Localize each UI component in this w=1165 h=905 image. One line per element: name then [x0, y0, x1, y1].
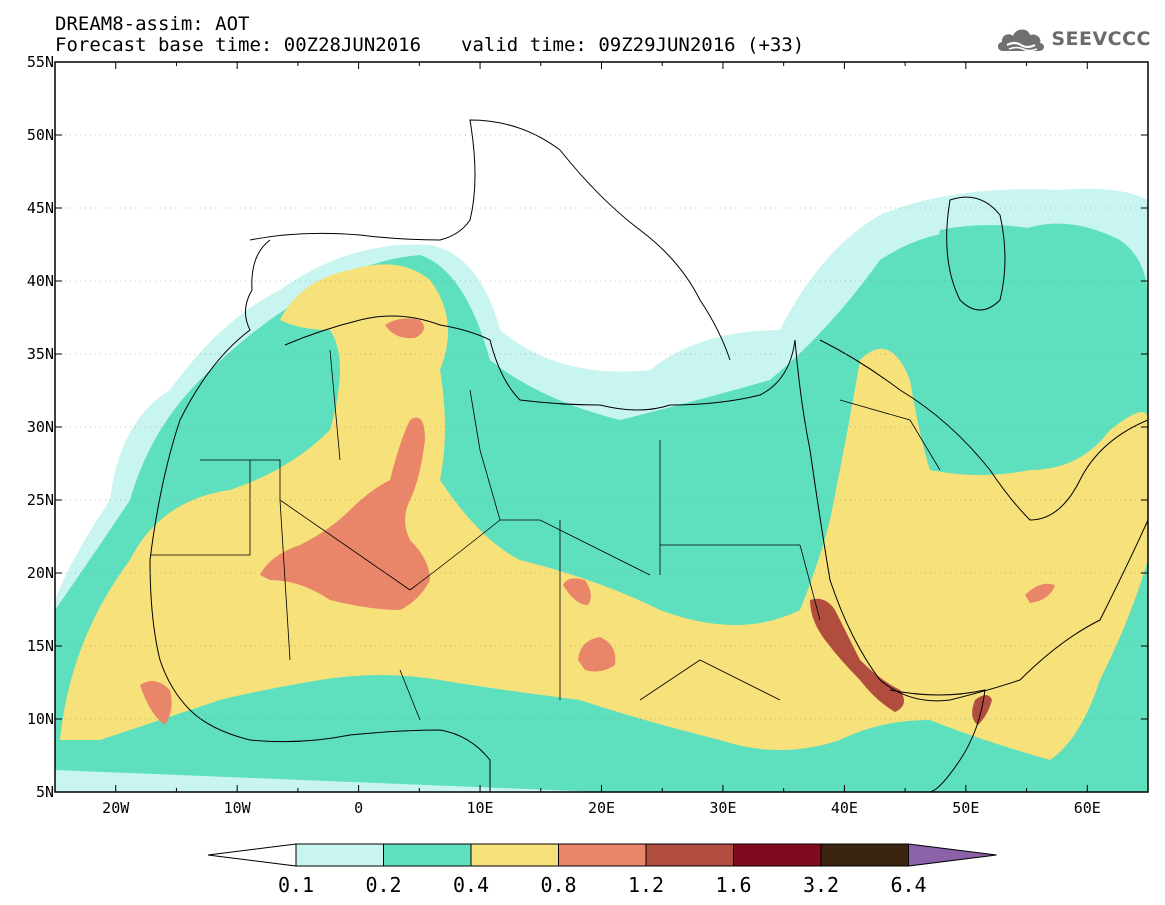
lon-label: 30E — [709, 799, 737, 817]
logo: SEEVCCC — [995, 22, 1151, 56]
colorbar-over-triangle — [908, 843, 997, 867]
lat-label: 20N — [26, 564, 54, 582]
base-time: Forecast base time: 00Z28JUN2016 — [55, 34, 422, 56]
aot-band-0.8-niger — [563, 578, 591, 605]
aot-band-0.8-atlas — [385, 318, 424, 339]
lat-label: 40N — [26, 272, 54, 290]
lon-label: 10E — [466, 799, 494, 817]
coast-north-africa — [284, 315, 796, 411]
lat-label: 55N — [26, 53, 54, 71]
colorbar-segment — [733, 843, 822, 867]
colorbar-label: 6.4 — [890, 873, 927, 897]
colorbar-label: 1.2 — [627, 873, 665, 897]
lon-label: 10W — [223, 799, 251, 817]
lat-label: 15N — [26, 637, 54, 655]
colorbar-segment — [820, 843, 909, 867]
aot-band-0.2-caspian — [937, 225, 1050, 318]
graticule — [55, 134, 1148, 720]
colorbar-segment — [295, 843, 384, 867]
colorbar-segment — [558, 843, 647, 867]
colorbar-label: 0.1 — [277, 873, 315, 897]
colorbar-under-triangle — [207, 843, 297, 867]
coast-red-sea — [794, 339, 1148, 702]
lon-label: 0 — [354, 799, 364, 817]
aot-band-0.4 — [60, 264, 1148, 760]
lon-label: 60E — [1073, 799, 1101, 817]
map-title: DREAM8-assim: AOT — [55, 13, 250, 35]
lon-label: 40E — [830, 799, 858, 817]
aot-band-0.8-redsea — [810, 598, 904, 712]
aot-band-1.2-somalia — [972, 695, 992, 725]
logo-text: SEEVCCC — [1051, 28, 1151, 50]
lat-label: 10N — [26, 710, 54, 728]
lat-label: 35N — [26, 345, 54, 363]
colorbar-label: 3.2 — [802, 873, 840, 897]
valid-time: valid time: 09Z29JUN2016 (+33) — [461, 34, 805, 56]
aot-band-0.8-oman — [1025, 583, 1055, 603]
axis-ticks — [54, 61, 1149, 793]
lat-label: 30N — [26, 418, 54, 436]
colorbar-segment — [645, 843, 734, 867]
colorbar-label: 0.8 — [540, 873, 577, 897]
colorbar-label: 0.2 — [365, 873, 402, 897]
forecast-times: Forecast base time: 00Z28JUN2016 valid ti… — [55, 35, 804, 55]
borders — [150, 349, 941, 721]
coast-europe — [249, 119, 731, 361]
aot-band-0.8-senegal — [140, 681, 172, 725]
coast-horn — [889, 689, 986, 792]
lon-label: 50E — [952, 799, 980, 817]
lat-label: 50N — [26, 126, 54, 144]
colorbar-segment — [383, 843, 472, 867]
lon-label: 20E — [587, 799, 616, 817]
coast-west-africa — [149, 239, 491, 792]
aot-band-0.8-sahara — [260, 417, 430, 610]
aot-band-0.8-chad — [578, 637, 616, 672]
cloud-logo-icon — [998, 29, 1045, 52]
coast-caspian — [946, 196, 1006, 311]
colorbar-segment — [470, 843, 559, 867]
coast-arabia — [819, 339, 1148, 521]
lat-label: 5N — [35, 783, 54, 801]
colorbar-label: 0.4 — [452, 873, 490, 897]
colorbar-label: 1.6 — [715, 873, 752, 897]
coastlines — [149, 119, 1148, 792]
lat-label: 45N — [26, 199, 54, 217]
lat-label: 25N — [26, 491, 54, 509]
lon-label: 20W — [102, 799, 130, 817]
